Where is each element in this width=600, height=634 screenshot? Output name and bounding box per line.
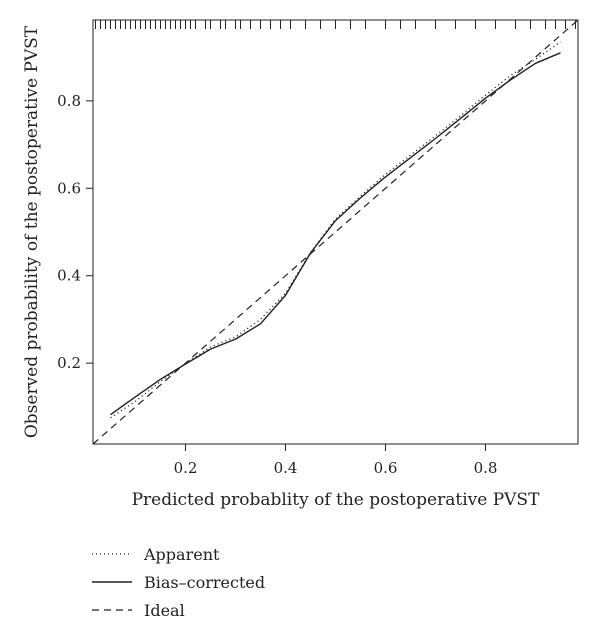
legend-item-apparent: Apparent [92,540,265,568]
x-tick-label: 0.2 [174,459,198,477]
y-tick-label: 0.2 [57,354,81,372]
legend-swatch-dashed [92,609,132,611]
y-tick-label: 0.6 [57,179,81,197]
legend-item-bias-corrected: Bias–corrected [92,568,265,596]
rug-marks [95,20,576,29]
legend-swatch-dotted [92,553,132,555]
y-tick-label: 0.4 [57,267,81,285]
series-line-dotted [110,41,561,419]
legend-label-bias-corrected: Bias–corrected [144,572,266,592]
y-tick-label: 0.8 [57,92,81,110]
y-axis-title: Observed probability of the postoperativ… [22,25,42,438]
series-line-solid [110,52,561,416]
x-tick-label: 0.6 [374,459,398,477]
calibration-chart: 0.2 0.4 0.6 0.8 0.2 0.4 0.6 0.8 Predicted prob… [22,19,579,510]
x-tick-label: 0.4 [274,459,298,477]
x-axis: 0.2 0.4 0.6 0.8 [174,444,498,477]
legend-label-ideal: Ideal [144,600,185,620]
x-tick-label: 0.8 [474,459,498,477]
series-lines [92,19,579,445]
legend: Apparent Bias–corrected Ideal [92,540,265,624]
legend-swatch-solid [92,581,132,583]
y-axis: 0.2 0.4 0.6 0.8 [57,92,93,372]
legend-item-ideal: Ideal [92,596,265,624]
legend-label-apparent: Apparent [144,544,220,564]
x-axis-title: Predicted probablity of the postoperativ… [132,490,540,510]
